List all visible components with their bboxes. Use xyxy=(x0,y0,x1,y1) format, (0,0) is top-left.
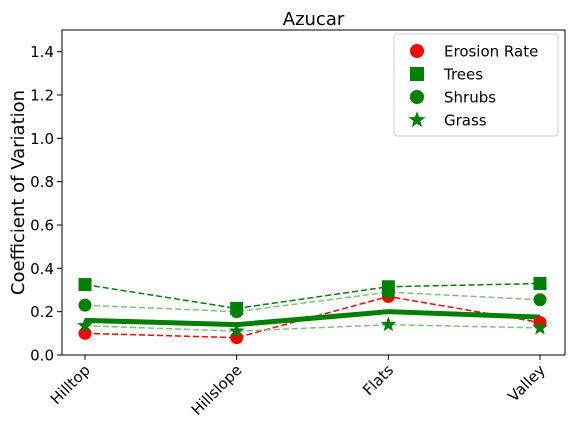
mean-line xyxy=(84,309,541,328)
data-point xyxy=(230,305,244,319)
y-axis-label: Coefficient of Variation xyxy=(8,90,29,295)
x-tick-label: Hillslope xyxy=(188,361,246,419)
y-tick-label: 0.8 xyxy=(30,173,54,191)
y-tick-label: 0.6 xyxy=(30,217,54,235)
y-tick-label: 0.0 xyxy=(30,347,54,365)
legend: Erosion Rate Trees Shrubs Grass xyxy=(393,33,559,137)
legend-label: Grass xyxy=(444,112,487,130)
y-axis: 0.0 0.2 0.4 0.6 0.8 1.0 1.2 1.4 xyxy=(30,43,62,365)
y-tick-label: 1.2 xyxy=(30,87,54,105)
plot-frame xyxy=(61,29,566,356)
legend-box xyxy=(393,33,559,137)
data-point xyxy=(78,298,92,312)
legend-marker xyxy=(408,111,426,128)
y-tick-label: 1.0 xyxy=(30,130,54,148)
data-point xyxy=(228,323,245,338)
data-point xyxy=(381,285,395,299)
data-point xyxy=(533,277,547,290)
legend-label: Trees xyxy=(443,66,483,84)
series-line-3 xyxy=(84,323,541,332)
legend-label: Erosion Rate xyxy=(444,43,538,61)
x-tick-label: Flats xyxy=(359,361,397,399)
data-point xyxy=(77,317,93,333)
x-tick-label: Hilltop xyxy=(47,361,94,408)
series-layer xyxy=(77,277,548,345)
series-line-1 xyxy=(84,282,541,310)
y-tick-label: 0.4 xyxy=(30,260,54,278)
y-tick-label: 0.2 xyxy=(30,303,54,321)
data-point xyxy=(532,319,548,335)
data-point xyxy=(78,278,92,292)
legend-marker xyxy=(410,44,424,58)
data-point xyxy=(380,316,397,332)
legend-marker xyxy=(410,67,424,81)
series-line-2 xyxy=(84,291,541,313)
x-axis: Hilltop Hillslope Flats Valley xyxy=(47,355,549,419)
data-point xyxy=(533,293,547,307)
chart-title: Azucar xyxy=(283,9,345,30)
legend-marker xyxy=(410,90,424,104)
x-tick-label: Valley xyxy=(504,361,548,405)
legend-label: Shrubs xyxy=(444,89,496,107)
y-tick-label: 1.4 xyxy=(30,43,54,61)
